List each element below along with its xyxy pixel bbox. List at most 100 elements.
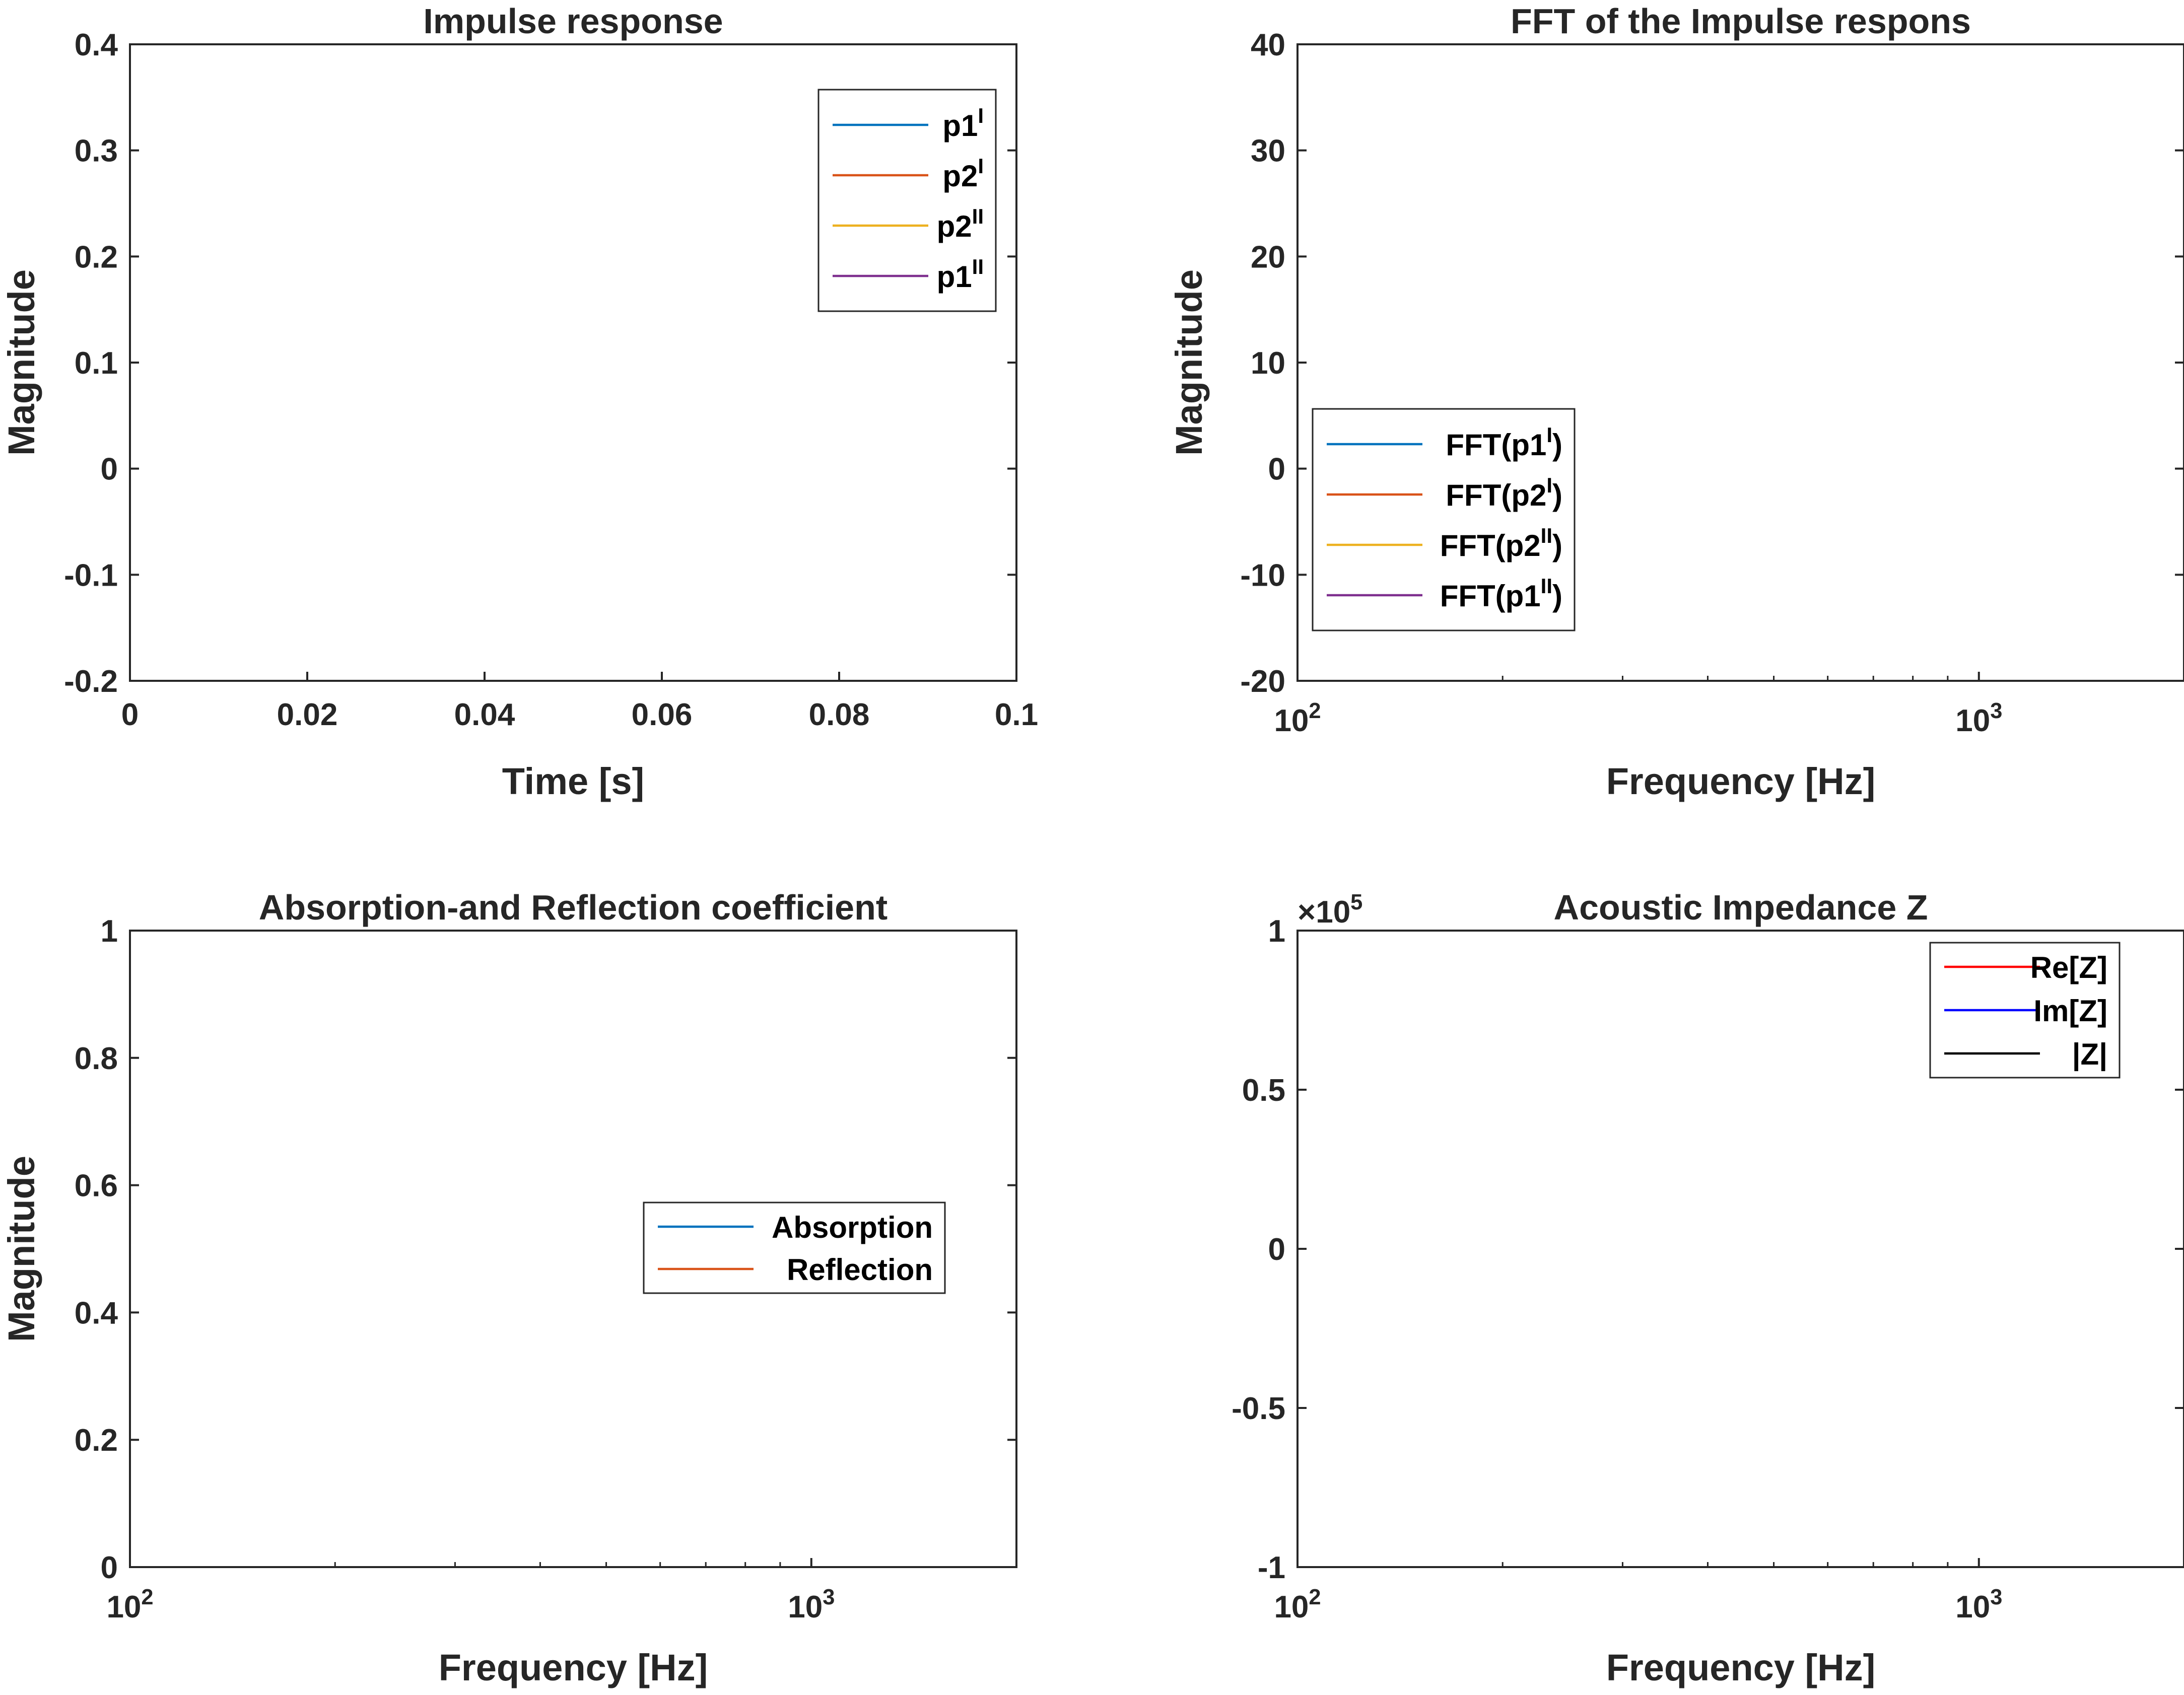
legend-label-1-suffix: ): [1552, 428, 1562, 462]
legend-label-4-base: p1: [937, 260, 972, 294]
y-tick-label: 1: [1268, 914, 1285, 949]
y-tick-label: -0.1: [64, 558, 118, 593]
y-tick-label: 0: [101, 452, 118, 487]
legend-label-2-sup: I: [1546, 473, 1552, 497]
legend-label-1: Absorption: [772, 1211, 933, 1244]
legend-label-1-sup: I: [1546, 423, 1552, 447]
legend-label-3-sup: II: [1541, 524, 1552, 547]
x-tick-label: 102: [1274, 1585, 1321, 1625]
legend: Re[Z] Im[Z] |Z|: [1929, 942, 2121, 1079]
x-axis-label: Time [s]: [502, 760, 644, 802]
y-tick-label: 0.3: [75, 134, 118, 169]
legend-label-2-sup: I: [978, 154, 984, 178]
y-multiplier-sup: 5: [1350, 890, 1362, 914]
legend-label-1-base: FFT(p1: [1446, 428, 1546, 462]
x-tick-label-sup: 3: [823, 1585, 835, 1609]
y-tick-label: -10: [1240, 558, 1285, 593]
y-tick-label: -0.2: [64, 664, 118, 699]
y-tick-label: 20: [1251, 240, 1285, 274]
legend-label-3: |Z|: [2072, 1037, 2107, 1072]
x-tick-label-base: 10: [1955, 703, 1990, 738]
y-tick-label: 0: [1268, 452, 1285, 487]
x-tick-label-sup: 2: [1309, 1585, 1321, 1609]
chart-title: Absorption-and Reflection coefficient: [259, 888, 888, 927]
legend-label-1: Re[Z]: [2030, 951, 2107, 984]
chart-title: Impulse response: [423, 2, 723, 41]
x-tick-label: 0.06: [632, 697, 693, 732]
y-tick-label: 0.4: [75, 28, 118, 62]
legend-label-2: Reflection: [787, 1253, 933, 1287]
legend-label-3-sup: II: [972, 204, 984, 228]
y-tick-label: 0: [1268, 1232, 1285, 1267]
legend-label-2: FFT(p2I): [1446, 473, 1562, 512]
x-tick-label: 102: [106, 1585, 153, 1625]
x-tick-label: 0.1: [995, 697, 1038, 732]
y-multiplier: ×105: [1298, 890, 1362, 930]
chart-panel-1: -0.2 -0.1 0 0.1 0.2 0.3 0.4 0 0.02 0.04 0.06 0.08 0.…: [1, 2, 1038, 802]
chart-title: FFT of the Impulse respons: [1511, 2, 1971, 41]
y-tick-label: 30: [1251, 134, 1285, 169]
y-axis-label: Magnitude: [1, 1156, 42, 1342]
legend-label-4-sup: II: [1541, 574, 1552, 598]
x-tick-label: 103: [1955, 1585, 2002, 1625]
y-tick-label: 40: [1251, 28, 1285, 62]
legend-label-4-sup: II: [972, 255, 984, 278]
x-tick-label-sup: 2: [1309, 699, 1321, 723]
y-tick-label: -0.5: [1232, 1391, 1285, 1426]
x-tick-label-base: 10: [106, 1590, 141, 1625]
legend-label-1-sup: I: [978, 104, 984, 127]
legend: FFT(p1I)FFT(p2I)FFT(p2II)FFT(p1II): [1312, 408, 1576, 631]
legend-label-2: Im[Z]: [2033, 994, 2107, 1028]
x-axis-label: Frequency [Hz]: [439, 1647, 708, 1688]
y-axis-label: Magnitude: [1, 269, 42, 456]
y-tick-label: -1: [1258, 1550, 1285, 1585]
y-tick-label: 1: [101, 914, 118, 949]
legend-box: [1312, 408, 1576, 631]
x-axis-label: Frequency [Hz]: [1606, 760, 1876, 802]
chart-title: Acoustic Impedance Z: [1554, 888, 1928, 927]
y-tick-label: 0.5: [1242, 1073, 1285, 1108]
ticks: -0.2 -0.1 0 0.1 0.2 0.3 0.4 0 0.02 0.04 0.06 0.08 0.…: [64, 28, 1038, 732]
legend-label-4-base: FFT(p1: [1440, 579, 1541, 613]
legend-label-2-base: FFT(p2: [1446, 478, 1546, 512]
y-tick-label: 0.2: [75, 1423, 118, 1458]
x-tick-label-base: 10: [1274, 703, 1309, 738]
legend: Absorption Reflection: [643, 1202, 946, 1294]
legend-box: [817, 89, 997, 312]
y-tick-label: 0.2: [75, 240, 118, 274]
y-tick-label: 0.4: [75, 1296, 118, 1330]
legend-label-4-suffix: ): [1552, 579, 1562, 613]
y-tick-label: 10: [1251, 346, 1285, 381]
x-tick-label: 0: [121, 697, 139, 732]
x-tick-label-sup: 2: [141, 1585, 153, 1609]
x-tick-label: 0.08: [809, 697, 870, 732]
legend-label-3: FFT(p2II): [1440, 524, 1562, 562]
x-tick-label-sup: 3: [1990, 1585, 2002, 1609]
legend-label-3-base: FFT(p2: [1440, 529, 1541, 562]
legend-label-3: p2II: [937, 204, 984, 243]
legend-label-2-base: p2: [942, 159, 978, 193]
x-tick-label-sup: 3: [1990, 699, 2002, 723]
y-tick-label: 0.1: [75, 346, 118, 381]
legend-label-4: FFT(p1II): [1440, 574, 1562, 613]
y-tick-label: 0: [101, 1550, 118, 1585]
legend-label-2: p2I: [942, 154, 984, 193]
legend-label-1-base: p1: [942, 109, 978, 143]
y-axis-label: Magnitude: [1168, 269, 1210, 456]
legend-label-3-base: p2: [937, 209, 972, 243]
x-tick-label: 0.02: [277, 697, 338, 732]
y-tick-label: -20: [1240, 664, 1285, 699]
y-tick-label: 0.6: [75, 1169, 118, 1204]
legend-label-3-suffix: ): [1552, 529, 1562, 562]
x-tick-label: 0.04: [454, 697, 515, 732]
x-tick-label-base: 10: [788, 1590, 823, 1625]
x-tick-label-base: 10: [1274, 1590, 1309, 1625]
y-multiplier-base: ×10: [1298, 895, 1350, 930]
x-tick-label: 103: [788, 1585, 835, 1625]
